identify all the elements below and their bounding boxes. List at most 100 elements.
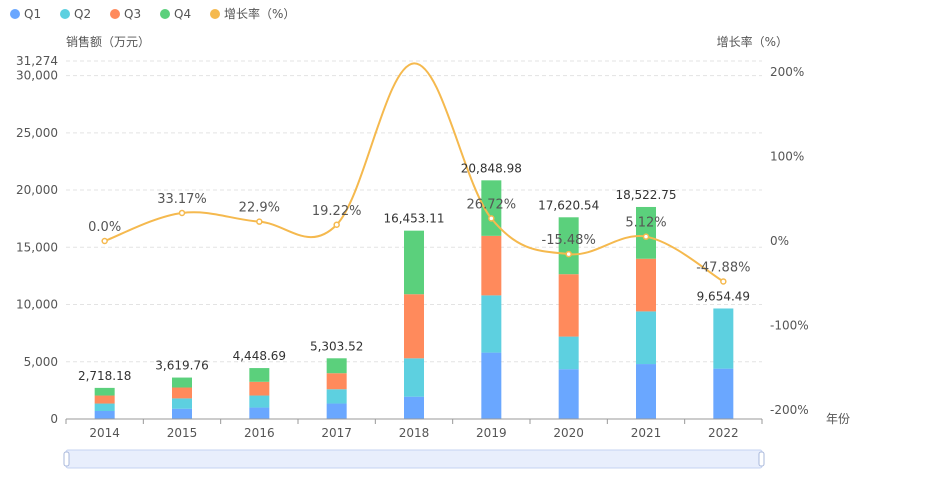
- x-tick-label: 2016: [244, 426, 275, 440]
- x-tick-label: 2014: [89, 426, 120, 440]
- zoom-slider[interactable]: [63, 449, 765, 469]
- x-tick-label: 2017: [321, 426, 352, 440]
- bar-segment-q4[interactable]: [558, 217, 579, 275]
- growth-point[interactable]: [488, 215, 495, 222]
- legend-label: Q2: [74, 7, 91, 21]
- bar-total-label: 3,619.76: [155, 359, 208, 373]
- y-axis-right-label: 增长率（%）: [717, 34, 788, 49]
- bar-total-label: 9,654.49: [697, 289, 750, 303]
- data-labels: 2,718.18 0.0% 3,619.76 33.17% 4,448.69 22.9% 5…: [78, 161, 751, 383]
- x-tick-label: 2020: [553, 426, 584, 440]
- bar-segment-q2[interactable]: [636, 311, 656, 365]
- bar-segment-q3[interactable]: [94, 395, 115, 404]
- bar-segment-q3[interactable]: [481, 235, 502, 296]
- bar-series: [94, 180, 734, 419]
- growth-label: 5.12%: [625, 216, 666, 231]
- bar-segment-q3[interactable]: [558, 274, 579, 337]
- zoom-slider-handle-right[interactable]: [758, 451, 765, 467]
- bar-segment-q2[interactable]: [481, 295, 502, 353]
- y-left-tick-label: 31,274: [16, 54, 58, 68]
- legend-item[interactable]: Q2: [60, 7, 91, 21]
- bar-segment-q2[interactable]: [558, 336, 579, 370]
- bar-segment-q4[interactable]: [172, 377, 192, 388]
- growth-point[interactable]: [256, 218, 263, 225]
- y-axis-left-label: 销售额（万元）: [66, 34, 150, 49]
- bar-segment-q1[interactable]: [326, 403, 347, 419]
- bar-segment-q1[interactable]: [249, 407, 270, 419]
- legend-marker: [160, 9, 170, 19]
- bar-segment-q3[interactable]: [404, 294, 424, 359]
- legend-marker: [110, 9, 120, 19]
- bar-segment-q1[interactable]: [481, 352, 502, 419]
- zoom-slider-track[interactable]: [65, 449, 763, 469]
- bar-segment-q2[interactable]: [713, 308, 734, 369]
- growth-point[interactable]: [720, 278, 727, 285]
- growth-point[interactable]: [565, 250, 572, 258]
- bar-segment-q2[interactable]: [249, 395, 270, 408]
- growth-point[interactable]: [642, 233, 650, 240]
- bar-total-label: 18,522.75: [615, 188, 676, 202]
- legend-label: 增长率（%）: [224, 6, 295, 21]
- bar-segment-q2[interactable]: [404, 358, 424, 397]
- growth-line: [104, 62, 724, 283]
- growth-label: 19.22%: [312, 204, 362, 219]
- legend-item[interactable]: Q4: [160, 7, 191, 21]
- y-left-tick-label: 20,000: [16, 183, 58, 197]
- bar-segment-q3[interactable]: [249, 381, 270, 396]
- legend-item[interactable]: Q3: [110, 7, 141, 21]
- growth-label: -47.88%: [696, 260, 750, 275]
- bar-segment-q1[interactable]: [558, 369, 579, 419]
- x-axis-label: 年份: [826, 412, 850, 426]
- y-left-tick-label: 0: [50, 412, 58, 426]
- bar-segment-q1[interactable]: [636, 364, 656, 419]
- growth-point[interactable]: [333, 221, 340, 229]
- growth-label: -15.48%: [542, 233, 596, 248]
- bar-segment-q4[interactable]: [249, 368, 270, 382]
- legend-label: Q1: [24, 7, 41, 21]
- y-left-tick-label: 5,000: [24, 355, 58, 369]
- bar-segment-q4[interactable]: [636, 206, 656, 259]
- legend-item[interactable]: 增长率（%）: [210, 6, 295, 21]
- legend-label: Q3: [124, 7, 141, 21]
- growth-label: 33.17%: [157, 192, 207, 207]
- bar-segment-q2[interactable]: [326, 389, 347, 404]
- y-left-tick-label: 15,000: [16, 240, 58, 254]
- zoom-slider-handle-left[interactable]: [63, 451, 70, 467]
- bar-total-label: 16,453.11: [383, 212, 444, 226]
- x-tick-label: 2021: [631, 426, 662, 440]
- bar-segment-q2[interactable]: [94, 403, 115, 411]
- x-tick-label: 2019: [476, 426, 507, 440]
- bar-segment-q3[interactable]: [172, 387, 192, 399]
- bar-segment-q1[interactable]: [172, 408, 192, 419]
- legend-label: Q4: [174, 7, 191, 21]
- growth-line-series: [101, 62, 727, 285]
- y-right-tick-label: 200%: [770, 65, 804, 79]
- bar-segment-q3[interactable]: [326, 373, 347, 390]
- bar-total-label: 4,448.69: [233, 349, 286, 363]
- growth-point[interactable]: [101, 237, 108, 245]
- bar-total-label: 20,848.98: [461, 161, 522, 175]
- bar-segment-q4[interactable]: [481, 180, 502, 236]
- bar-segment-q3[interactable]: [636, 258, 656, 312]
- y-right-tick-label: -100%: [770, 319, 809, 333]
- legend-marker: [210, 9, 220, 19]
- growth-point[interactable]: [178, 209, 186, 217]
- bar-segment-q1[interactable]: [94, 410, 115, 419]
- bar-segment-q4[interactable]: [326, 358, 347, 374]
- x-tick-label: 2018: [399, 426, 430, 440]
- y-right-tick-label: 0%: [770, 234, 789, 248]
- bar-segment-q4[interactable]: [94, 387, 115, 396]
- grid-lines: [66, 60, 762, 363]
- bar-total-label: 17,620.54: [538, 198, 599, 212]
- bar-total-label: 5,303.52: [310, 339, 363, 353]
- x-tick-label: 2015: [167, 426, 198, 440]
- bar-segment-q1[interactable]: [404, 396, 424, 419]
- legend-item[interactable]: Q1: [10, 7, 41, 21]
- growth-label: 22.9%: [239, 201, 280, 216]
- bar-segment-q2[interactable]: [172, 398, 192, 409]
- bar-segment-q4[interactable]: [404, 230, 424, 295]
- bar-segment-q1[interactable]: [713, 368, 734, 419]
- legend-marker: [10, 9, 20, 19]
- legend: Q1 Q2 Q3 Q4 增长率（%）: [10, 6, 295, 21]
